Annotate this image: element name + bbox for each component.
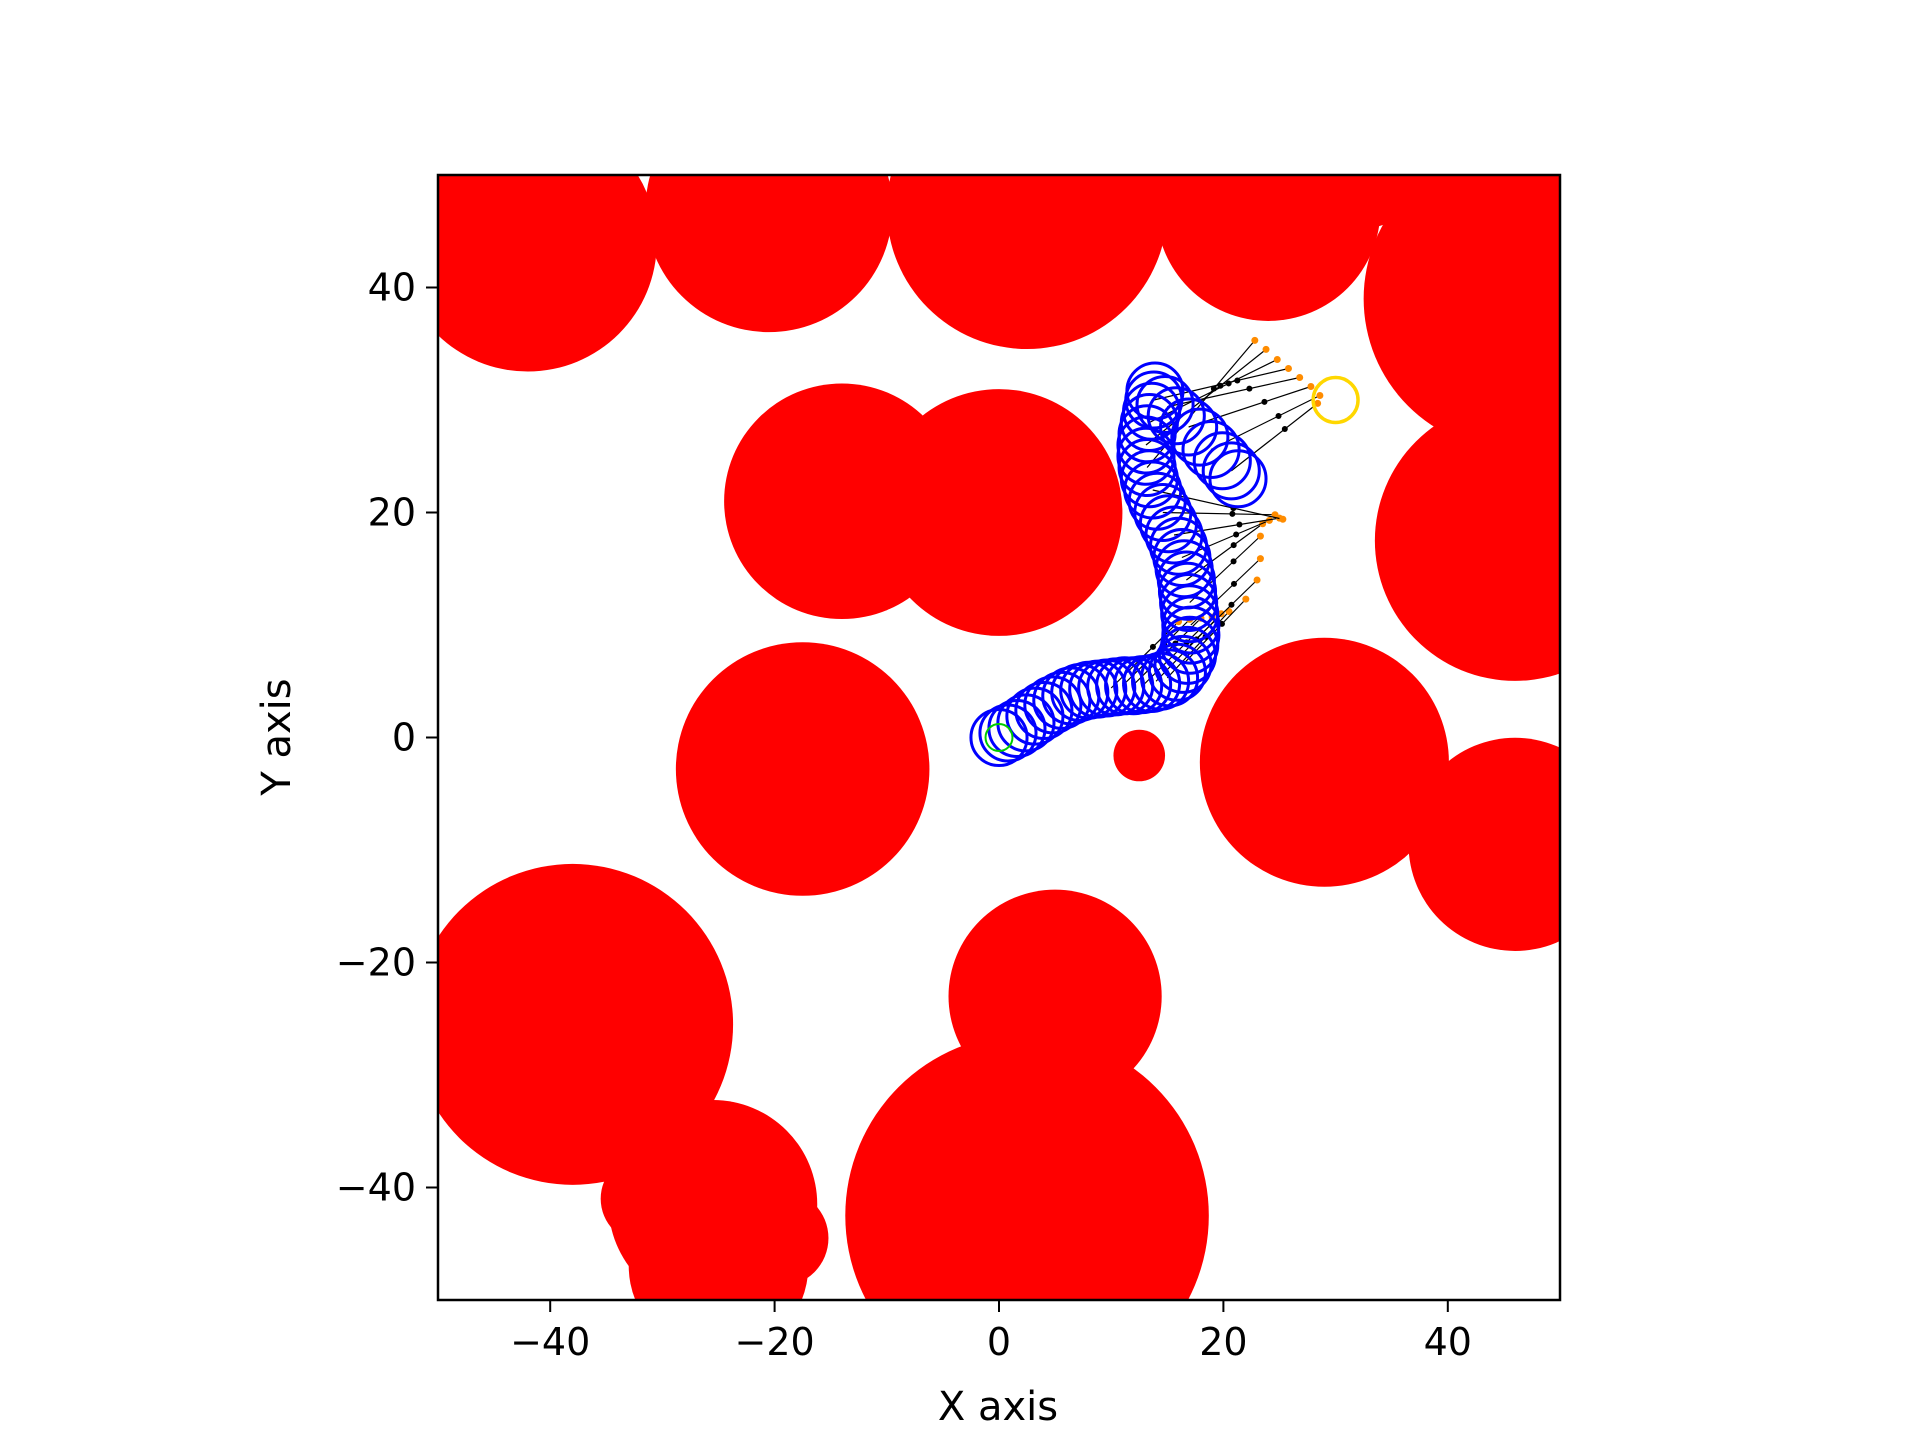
ray-end-point bbox=[1316, 392, 1324, 399]
x-tick-label: 40 bbox=[1424, 1320, 1472, 1364]
obstacle-circle bbox=[1363, 175, 1560, 451]
ray-end-point bbox=[1307, 383, 1315, 390]
sensor-ray bbox=[1230, 402, 1319, 472]
ray-end-point bbox=[1296, 374, 1304, 381]
ray-mid-point bbox=[1236, 521, 1243, 528]
ray-end-point bbox=[1314, 399, 1322, 407]
obstacles-layer bbox=[438, 175, 1560, 1300]
ray-mid-point bbox=[1281, 426, 1288, 433]
path-circle bbox=[1127, 471, 1187, 531]
sensor-ray bbox=[1149, 358, 1278, 424]
path-circle bbox=[1146, 386, 1206, 446]
y-axis-label: Y axis bbox=[254, 678, 300, 796]
obstacle-circle bbox=[645, 175, 893, 333]
sensor-ray bbox=[1145, 348, 1267, 446]
goal-marker bbox=[1311, 375, 1360, 425]
ray-end-point bbox=[1251, 336, 1259, 344]
ray-mid-point bbox=[1149, 643, 1156, 650]
x-tick-label: 20 bbox=[1199, 1320, 1247, 1364]
ray-end-point bbox=[1256, 532, 1264, 540]
x-axis-ticks: −40 −20 0 20 40 bbox=[510, 1300, 1472, 1364]
obstacle-circle bbox=[1113, 729, 1166, 782]
path-circle bbox=[1201, 441, 1261, 501]
path-circle bbox=[969, 707, 1029, 768]
path-circle bbox=[1147, 642, 1207, 702]
ray-end-point bbox=[1256, 555, 1264, 563]
path-circle bbox=[1135, 374, 1195, 435]
ray-end-point bbox=[1242, 595, 1250, 603]
obstacle-circle bbox=[628, 1176, 809, 1300]
y-tick-label: −20 bbox=[336, 941, 416, 985]
ray-end-point bbox=[1253, 576, 1261, 584]
markers-layer bbox=[984, 375, 1360, 752]
ray-end-point bbox=[1284, 365, 1292, 372]
sensor-ray bbox=[1189, 579, 1258, 646]
ray-end-point bbox=[1273, 356, 1281, 363]
y-tick-label: −40 bbox=[336, 1166, 416, 1210]
ray-mid-point bbox=[1230, 558, 1237, 565]
ray-mid-point bbox=[1230, 580, 1237, 587]
ray-mid-point bbox=[1234, 377, 1241, 384]
obstacle-circle bbox=[675, 642, 930, 896]
start-marker bbox=[984, 723, 1014, 752]
obstacle-circle bbox=[1374, 400, 1560, 681]
sensor-ray bbox=[1186, 523, 1264, 581]
ray-mid-point bbox=[1218, 620, 1225, 627]
ray-mid-point bbox=[1230, 542, 1237, 549]
obstacle-circle bbox=[845, 1033, 1209, 1300]
path-circle bbox=[1159, 397, 1219, 457]
path-circle bbox=[1023, 675, 1083, 735]
path-circle bbox=[1139, 648, 1200, 708]
obstacle-circle bbox=[869, 1193, 927, 1250]
ray-mid-point bbox=[1228, 601, 1235, 608]
ray-end-point bbox=[1225, 608, 1233, 615]
path-circle bbox=[1192, 431, 1252, 491]
ray-mid-point bbox=[1261, 398, 1268, 405]
x-tick-label: −40 bbox=[510, 1320, 590, 1364]
y-tick-label: 20 bbox=[368, 491, 416, 535]
y-tick-label: 0 bbox=[392, 716, 416, 760]
ray-mid-point bbox=[1246, 385, 1253, 392]
x-tick-label: −20 bbox=[734, 1320, 814, 1364]
y-axis-ticks: −40 −20 0 20 40 bbox=[336, 266, 438, 1210]
ray-mid-point bbox=[1233, 531, 1240, 538]
path-circle bbox=[1170, 407, 1230, 467]
ray-mid-point bbox=[1229, 510, 1236, 517]
sensor-ray bbox=[1210, 394, 1321, 451]
obstacle-circle bbox=[1199, 637, 1449, 887]
sensor-ray bbox=[1167, 376, 1300, 408]
x-tick-label: 0 bbox=[987, 1320, 1011, 1364]
obstacle-circle bbox=[1408, 737, 1560, 951]
ray-mid-point bbox=[1275, 413, 1282, 420]
sensor-ray bbox=[1153, 367, 1289, 401]
obstacle-circle bbox=[438, 863, 734, 1185]
y-tick-label: 40 bbox=[368, 266, 416, 310]
obstacle-circle bbox=[886, 175, 1168, 349]
path-circle bbox=[1125, 361, 1185, 421]
ray-end-point bbox=[1279, 515, 1287, 523]
ray-end-point bbox=[1217, 610, 1225, 618]
x-axis-label: X axis bbox=[938, 1384, 1058, 1430]
path-circle bbox=[1014, 680, 1074, 741]
ray-end-point bbox=[1262, 345, 1270, 353]
obstacle-circle bbox=[875, 389, 1123, 636]
path-circle bbox=[1208, 449, 1268, 509]
ray-end-point bbox=[1265, 516, 1273, 524]
obstacle-circle bbox=[438, 175, 657, 372]
